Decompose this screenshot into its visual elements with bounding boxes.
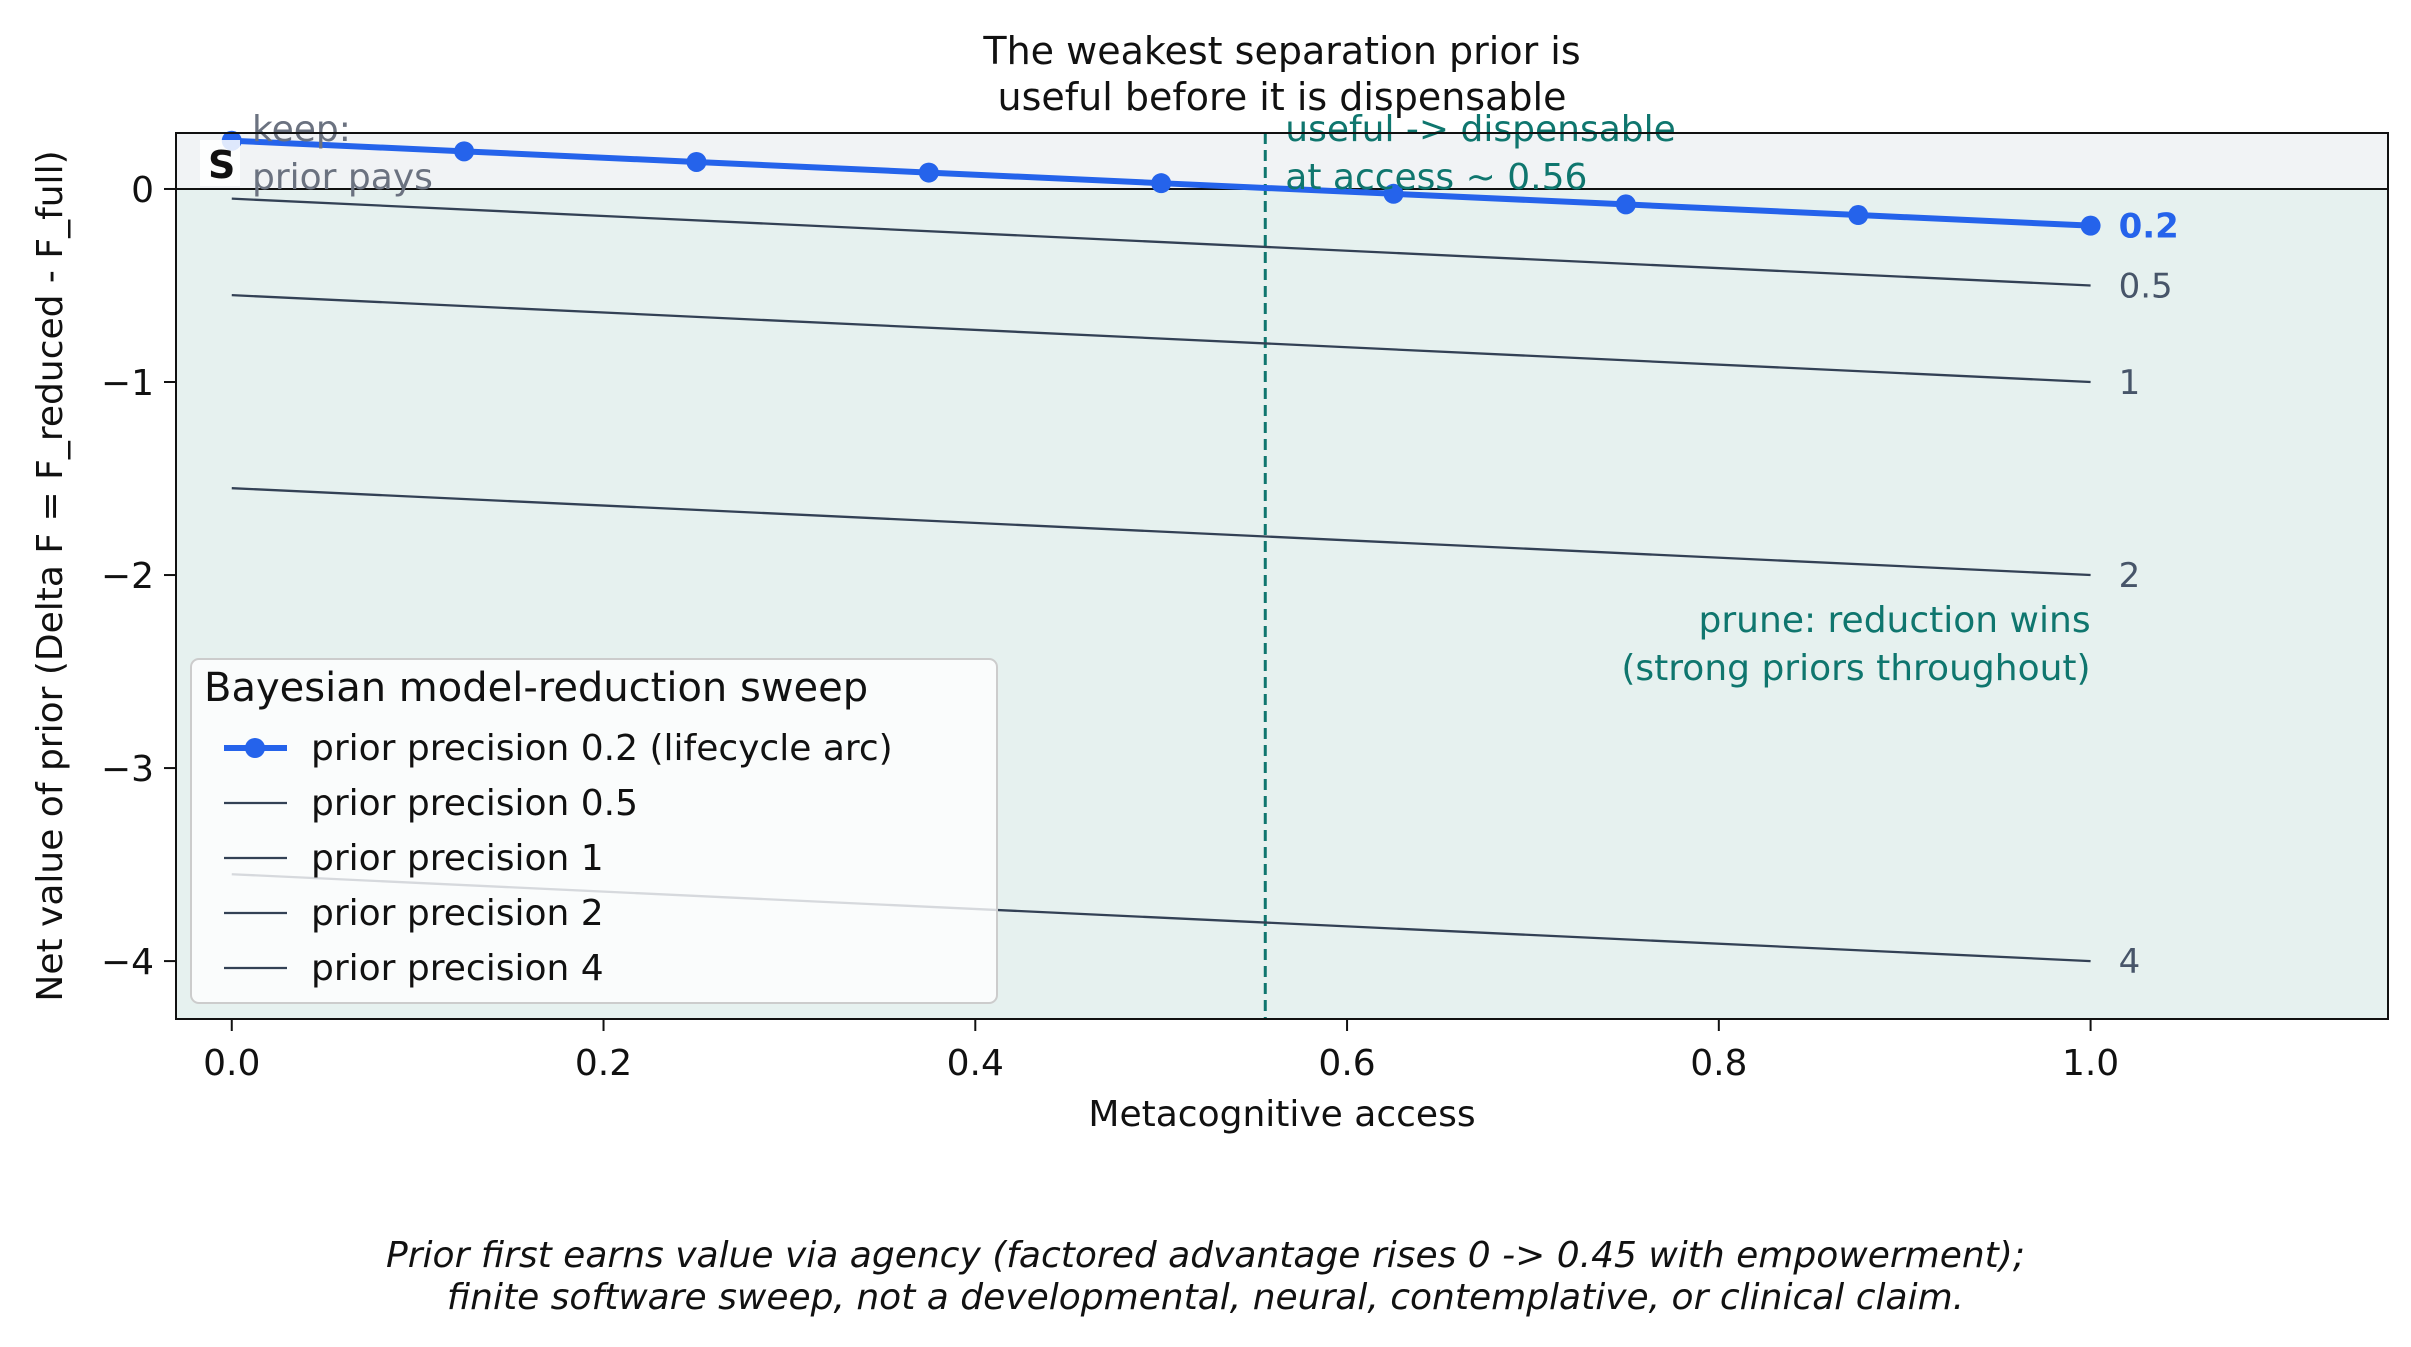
panel-marker: S: [200, 140, 240, 187]
data-point-4: [1151, 173, 1172, 194]
y-axis-label: Net value of prior (Delta F = F_reduced …: [30, 150, 71, 1001]
series-end-label-1: 0.5: [2119, 266, 2173, 306]
x-tick-label-5: 1.0: [2062, 1043, 2119, 1084]
legend-marker-0: [245, 738, 265, 758]
y-tick-label-4: −4: [101, 942, 154, 983]
legend-entry-1: prior precision 0.5: [311, 783, 638, 824]
data-point-8: [2080, 215, 2101, 236]
data-point-5: [1383, 183, 1404, 204]
legend-entry-4: prior precision 4: [311, 948, 604, 989]
series-line-1: [231, 197, 2091, 287]
prune-label-line-2: (strong priors throughout): [1621, 648, 2090, 689]
panel-marker-box: [200, 140, 240, 186]
prune-label-line-1: prune: reduction wins: [1699, 600, 2091, 641]
keep-label-line-1: keep:: [252, 109, 351, 150]
y-tick-label-2: −2: [101, 556, 154, 597]
legend: Bayesian model-reduction sweep prior prec…: [190, 658, 998, 1004]
series-end-label-0: 0.2: [2119, 207, 2179, 247]
chart-title-line-2: useful before it is dispensable: [998, 75, 1567, 119]
series-line-3: [231, 487, 2091, 577]
series-end-label-2: 1: [2119, 363, 2141, 403]
data-point-1: [454, 141, 475, 162]
keep-region: [176, 133, 2388, 189]
threshold-label-line-1: useful -> dispensable: [1285, 109, 1676, 150]
x-tick-label-0: 0.0: [203, 1043, 260, 1084]
caption-line-2: finite software sweep, not a development…: [446, 1277, 1965, 1318]
x-tick-label-3: 0.6: [1318, 1043, 1375, 1084]
series-end-label-3: 2: [2119, 556, 2141, 596]
legend-entry-3: prior precision 2: [311, 893, 604, 934]
threshold-label-line-2: at access ~ 0.56: [1285, 157, 1587, 198]
legend-entry-0: prior precision 0.2 (lifecycle arc): [311, 728, 893, 769]
x-tick-label-2: 0.4: [947, 1043, 1004, 1084]
legend-box: [190, 658, 998, 1004]
x-tick-label-1: 0.2: [575, 1043, 632, 1084]
y-tick-label-1: −1: [101, 363, 154, 404]
y-tick-label-0: 0: [131, 170, 154, 211]
chart-title-line-1: The weakest separation prior is: [982, 29, 1580, 73]
caption-line-1: Prior first earns value via agency (fact…: [386, 1235, 2025, 1276]
x-tick-label-4: 0.8: [1690, 1043, 1747, 1084]
data-point-6: [1615, 194, 1636, 215]
data-point-2: [686, 151, 707, 172]
legend-title: Bayesian model-reduction sweep: [204, 665, 868, 711]
data-point-3: [918, 162, 939, 183]
series-end-label-4: 4: [2119, 942, 2141, 982]
data-point-7: [1848, 205, 1869, 226]
legend-entry-2: prior precision 1: [311, 838, 604, 879]
series-line-2: [231, 293, 2091, 384]
panel-marker-text: S: [208, 143, 235, 187]
y-tick-label-3: −3: [101, 749, 154, 790]
x-axis-label: Metacognitive access: [1088, 1094, 1475, 1135]
keep-label-line-2: prior pays: [252, 157, 433, 198]
